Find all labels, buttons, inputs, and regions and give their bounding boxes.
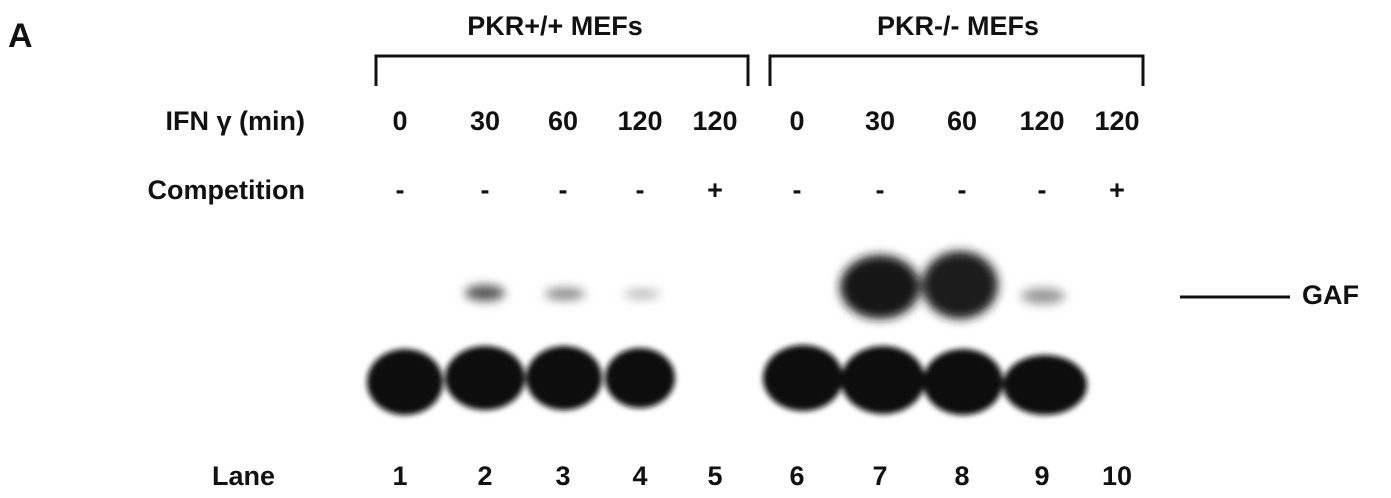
panel-label: A	[8, 17, 33, 55]
row-value: -	[559, 175, 568, 205]
row-value: 5	[707, 461, 722, 491]
row-value: -	[958, 175, 967, 205]
row-value: 120	[692, 106, 737, 136]
row-value: 1	[392, 461, 407, 491]
row-value: 7	[872, 461, 887, 491]
row-label: Lane	[212, 461, 275, 491]
row-value: 3	[555, 461, 570, 491]
gel	[367, 251, 1087, 415]
group-label: PKR-/- MEFs	[877, 11, 1039, 41]
row-value: 8	[954, 461, 969, 491]
row-value: 2	[477, 461, 492, 491]
row-value: 60	[947, 106, 977, 136]
row-value: +	[707, 175, 723, 205]
group-bracket	[376, 56, 748, 86]
row-value: 120	[1094, 106, 1139, 136]
row-value: 120	[1019, 106, 1064, 136]
row-value: 0	[392, 106, 407, 136]
row-label: IFN γ (min)	[166, 106, 306, 136]
row-value: 30	[865, 106, 895, 136]
row-value: -	[636, 175, 645, 205]
row-value: -	[1038, 175, 1047, 205]
figure: A PKR+/+ MEFs PKR-/- MEFs GAF IFN γ (min…	[0, 0, 1391, 498]
row-value: -	[876, 175, 885, 205]
row-value: -	[396, 175, 405, 205]
row-value: 4	[632, 461, 647, 491]
band-label: GAF	[1302, 280, 1359, 310]
row-value: -	[793, 175, 802, 205]
row-value: +	[1109, 175, 1125, 205]
row-value: 60	[548, 106, 578, 136]
row-value: 30	[470, 106, 500, 136]
row-value: 120	[617, 106, 662, 136]
row-value: 10	[1102, 461, 1132, 491]
row-value: 0	[789, 106, 804, 136]
row-label: Competition	[148, 175, 305, 205]
group-bracket	[770, 56, 1143, 86]
row-value: 6	[789, 461, 804, 491]
group-label: PKR+/+ MEFs	[467, 11, 643, 41]
row-value: -	[481, 175, 490, 205]
row-value: 9	[1034, 461, 1049, 491]
